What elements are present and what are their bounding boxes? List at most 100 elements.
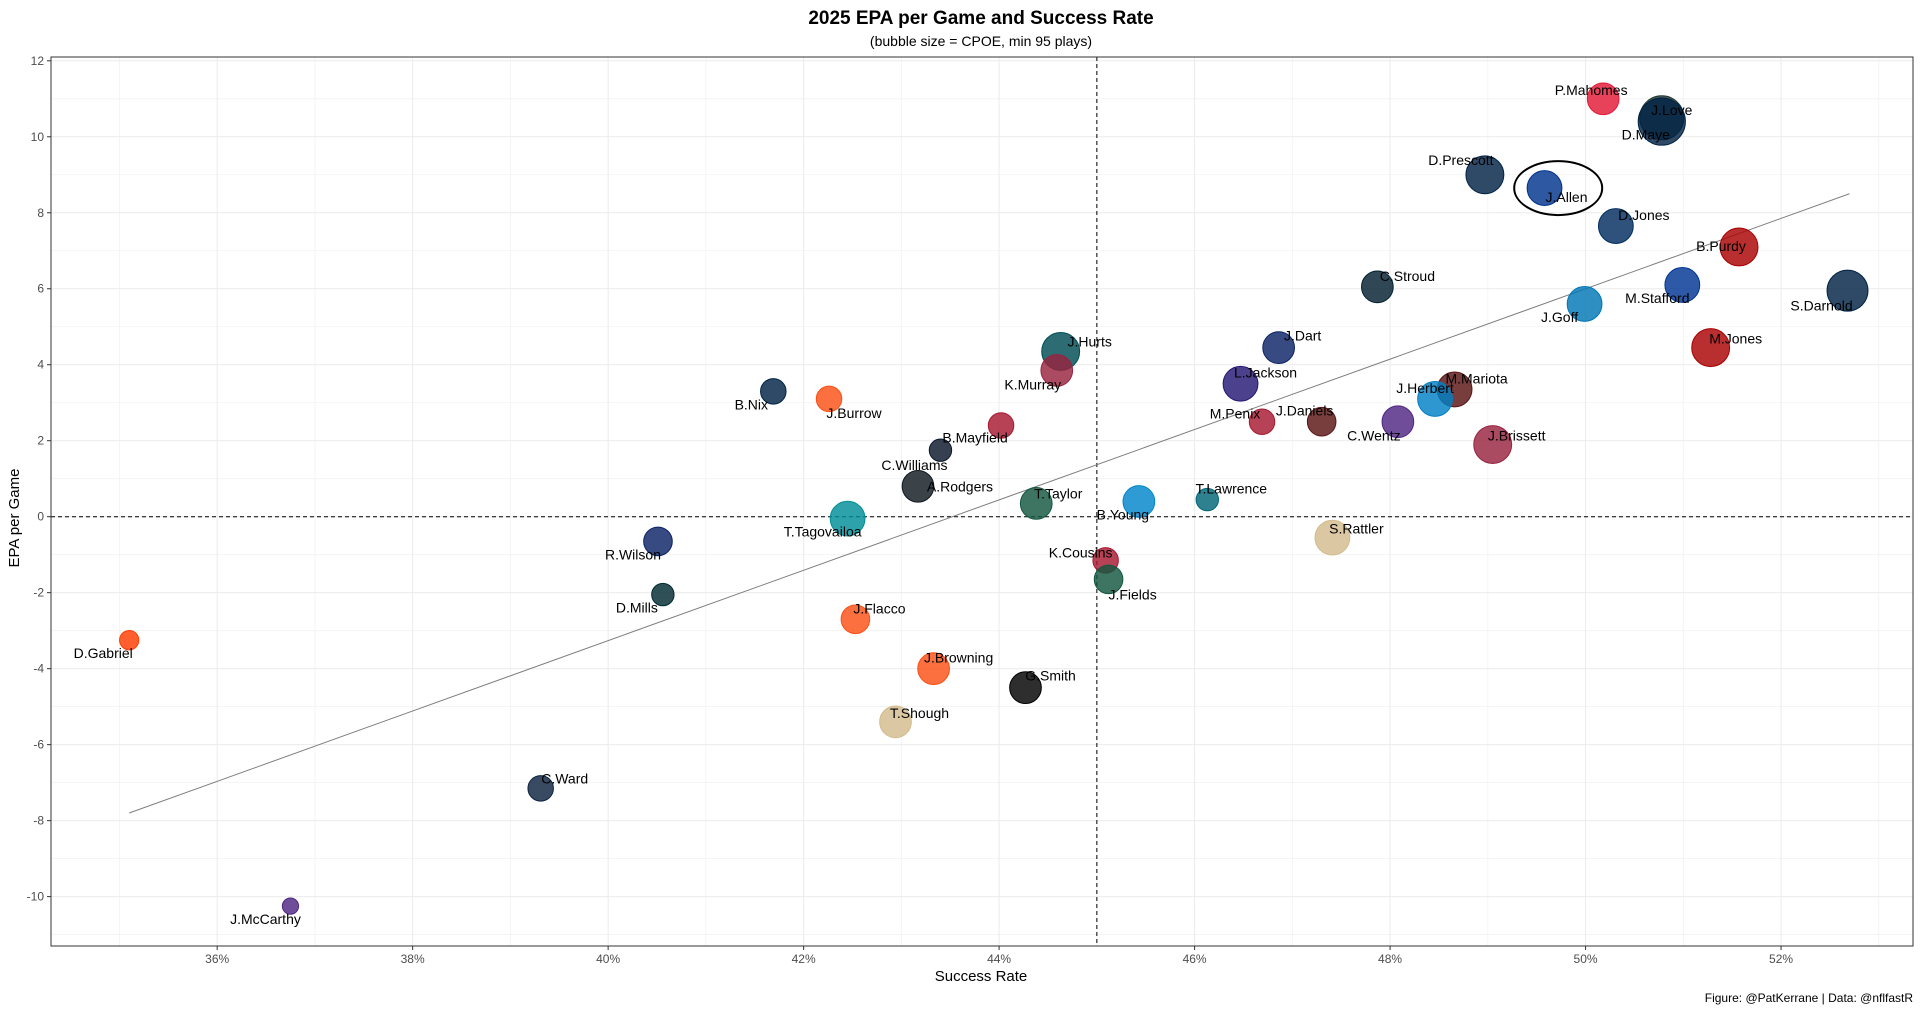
y-axis-ticks: -10 -8 -6 -4 -2 0 2 4 6 8 10 12 — [27, 54, 51, 904]
label-t-lawrence: T.Lawrence — [1196, 481, 1268, 497]
y-tick-label: 6 — [37, 282, 44, 296]
bubble-d-prescott — [1465, 155, 1505, 195]
x-tick-label: 48% — [1378, 952, 1402, 966]
bubble-t-shough — [879, 705, 912, 739]
bubble-b-young — [1122, 485, 1156, 518]
label-j-burrow: J.Burrow — [826, 405, 882, 421]
chart-caption: Figure: @PatKerrane | Data: @nflfastR — [1705, 991, 1914, 1005]
bubble-g-smith — [1009, 671, 1042, 705]
bubble-b-nix — [760, 378, 787, 405]
bubble-j-fields — [1093, 564, 1124, 595]
label-c-williams: C.Williams — [881, 457, 947, 473]
y-tick-label: -4 — [33, 662, 44, 676]
bubble-l-jackson — [1222, 365, 1259, 402]
x-tick-label: 40% — [596, 952, 620, 966]
bubble-m-penix — [1248, 408, 1276, 435]
bubble-t-lawrence — [1195, 487, 1219, 512]
bubble-k-murray — [1040, 354, 1074, 387]
label-t-taylor: T.Taylor — [1034, 485, 1083, 501]
label-s-rattler: S.Rattler — [1329, 521, 1384, 537]
minor-gridlines — [51, 57, 1913, 946]
label-p-mahomes: P.Mahomes — [1555, 82, 1628, 98]
label-d-mills: D.Mills — [616, 600, 658, 616]
y-tick-label: 0 — [37, 510, 44, 524]
bubble-j-goff — [1566, 286, 1603, 322]
label-m-stafford: M.Stafford — [1625, 290, 1689, 306]
label-b-nix: B.Nix — [735, 396, 768, 412]
bubble-c-williams — [928, 438, 953, 462]
x-tick-label: 46% — [1183, 952, 1207, 966]
reference-lines — [51, 57, 1913, 946]
bubble-j-mccarthy — [281, 897, 300, 915]
bubble-s-darnold — [1826, 269, 1869, 312]
bubbles — [119, 82, 1869, 915]
bubble-j-burrow — [815, 385, 843, 413]
label-t-shough: T.Shough — [890, 705, 949, 721]
bubble-d-jones — [1597, 208, 1634, 244]
label-j-allen: J.Allen — [1545, 189, 1587, 205]
bubble-c-stroud — [1361, 270, 1394, 304]
label-m-penix: M.Penix — [1210, 406, 1261, 422]
bubble-d-mills — [651, 582, 675, 607]
bubble-s-rattler — [1314, 519, 1351, 556]
label-j-browning: J.Browning — [924, 650, 993, 666]
label-s-darnold: S.Darnold — [1790, 298, 1852, 314]
bubble-m-stafford — [1664, 267, 1701, 303]
y-tick-label: -2 — [33, 586, 44, 600]
label-b-young: B.Young — [1097, 507, 1149, 523]
label-d-prescott: D.Prescott — [1428, 152, 1493, 168]
bubble-d-gabriel — [119, 630, 140, 651]
y-tick-label: -6 — [33, 738, 44, 752]
label-g-smith: G.Smith — [1025, 668, 1076, 684]
label-c-stroud: C.Stroud — [1380, 268, 1435, 284]
highlight-group — [1513, 160, 1604, 217]
bubble-j-browning — [917, 652, 950, 686]
label-m-jones: M.Jones — [1709, 331, 1762, 347]
bubble-j-brissett — [1473, 425, 1513, 464]
x-tick-label: 52% — [1769, 952, 1793, 966]
bubble-m-jones — [1691, 328, 1731, 368]
y-tick-label: 8 — [37, 206, 44, 220]
label-j-fields: J.Fields — [1108, 586, 1156, 602]
y-tick-label: 2 — [37, 434, 44, 448]
chart-title: 2025 EPA per Game and Success Rate — [808, 8, 1153, 29]
label-k-cousins: K.Cousins — [1049, 544, 1113, 560]
x-tick-label: 50% — [1574, 952, 1598, 966]
label-l-jackson: L.Jackson — [1234, 365, 1297, 381]
chart-subtitle: (bubble size = CPOE, min 95 plays) — [870, 33, 1092, 49]
bubble-c-wentz — [1381, 405, 1415, 439]
trend-line-group — [129, 193, 1850, 814]
bubble-j-daniels — [1306, 406, 1337, 437]
x-tick-label: 44% — [987, 952, 1011, 966]
y-tick-label: -10 — [27, 890, 45, 904]
y-tick-label: 12 — [31, 54, 45, 68]
bubble-labels: P.Mahomes J.Love D.Maye D.Prescott J.Allen D.… — [74, 82, 1853, 927]
label-j-herbert: J.Herbert — [1396, 380, 1454, 396]
bubble-r-wilson — [643, 526, 673, 557]
trend-line — [129, 193, 1850, 814]
bubble-b-mayfield — [987, 412, 1015, 439]
x-axis-title: Success Rate — [935, 968, 1028, 985]
label-j-flacco: J.Flacco — [853, 600, 905, 616]
label-r-wilson: R.Wilson — [605, 546, 661, 562]
x-tick-label: 36% — [205, 952, 229, 966]
label-b-mayfield: B.Mayfield — [942, 430, 1007, 446]
bubble-b-purdy — [1719, 227, 1759, 267]
x-tick-label: 38% — [401, 952, 425, 966]
bubble-d-maye — [1637, 97, 1686, 146]
label-a-rodgers: A.Rodgers — [927, 478, 993, 494]
label-j-hurts: J.Hurts — [1068, 333, 1112, 349]
label-j-dart: J.Dart — [1284, 328, 1321, 344]
bubble-t-taylor — [1019, 487, 1053, 520]
label-d-gabriel: D.Gabriel — [74, 645, 133, 661]
label-c-ward: C.Ward — [541, 770, 588, 786]
y-axis-title: EPA per Game — [6, 469, 23, 568]
label-c-wentz: C.Wentz — [1347, 428, 1400, 444]
highlight-ellipse — [1513, 160, 1604, 217]
bubble-j-flacco — [840, 604, 871, 635]
bubble-p-mahomes — [1586, 82, 1620, 116]
label-j-mccarthy: J.McCarthy — [230, 911, 301, 927]
label-j-love: J.Love — [1651, 102, 1692, 118]
bubble-j-herbert — [1417, 381, 1453, 417]
